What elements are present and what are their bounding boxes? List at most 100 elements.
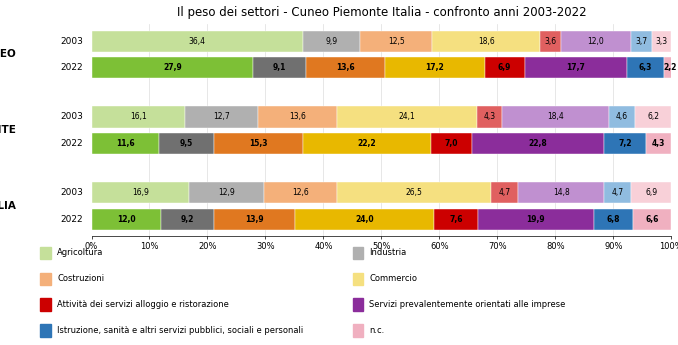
Bar bbox=[431, 133, 472, 154]
Bar bbox=[472, 133, 604, 154]
Bar bbox=[40, 298, 51, 311]
Text: 2003: 2003 bbox=[60, 112, 83, 121]
Bar bbox=[652, 30, 671, 52]
Text: 4,3: 4,3 bbox=[483, 112, 496, 121]
Text: 4,6: 4,6 bbox=[616, 112, 628, 121]
Text: 12,7: 12,7 bbox=[214, 112, 230, 121]
Bar bbox=[353, 324, 363, 337]
Bar bbox=[353, 298, 363, 311]
Text: 6,3: 6,3 bbox=[639, 63, 652, 72]
Text: 2022: 2022 bbox=[60, 215, 83, 224]
Text: 7,2: 7,2 bbox=[618, 139, 632, 148]
Text: Industria: Industria bbox=[370, 248, 407, 257]
Bar bbox=[635, 106, 671, 128]
Text: 24,1: 24,1 bbox=[399, 112, 416, 121]
Bar bbox=[295, 209, 434, 230]
Text: 24,0: 24,0 bbox=[355, 215, 374, 224]
Text: 4,3: 4,3 bbox=[652, 139, 665, 148]
Text: 6,6: 6,6 bbox=[645, 215, 659, 224]
Text: 2022: 2022 bbox=[60, 63, 83, 72]
Text: 9,5: 9,5 bbox=[180, 139, 193, 148]
Bar bbox=[258, 106, 338, 128]
Bar bbox=[161, 209, 214, 230]
Text: 6,8: 6,8 bbox=[607, 215, 620, 224]
Bar bbox=[385, 57, 485, 78]
Text: 22,2: 22,2 bbox=[357, 139, 376, 148]
Text: 15,3: 15,3 bbox=[249, 139, 267, 148]
Bar bbox=[604, 133, 645, 154]
Text: 18,6: 18,6 bbox=[478, 37, 495, 46]
Bar bbox=[353, 247, 363, 259]
Text: CUNEO: CUNEO bbox=[0, 49, 16, 59]
Text: 16,1: 16,1 bbox=[129, 112, 146, 121]
Text: 26,5: 26,5 bbox=[405, 188, 422, 197]
Bar bbox=[561, 30, 631, 52]
Text: 2,2: 2,2 bbox=[663, 63, 677, 72]
Text: 12,0: 12,0 bbox=[587, 37, 604, 46]
Bar bbox=[92, 133, 159, 154]
Bar bbox=[40, 324, 51, 337]
Text: 6,2: 6,2 bbox=[647, 112, 659, 121]
Bar bbox=[159, 133, 214, 154]
Text: 6,9: 6,9 bbox=[498, 63, 511, 72]
Bar bbox=[185, 106, 258, 128]
Text: Istruzione, sanità e altri servizi pubblici, sociali e personali: Istruzione, sanità e altri servizi pubbl… bbox=[57, 326, 303, 335]
Text: 17,2: 17,2 bbox=[425, 63, 444, 72]
Bar bbox=[664, 57, 677, 78]
Bar bbox=[645, 133, 671, 154]
Text: 12,9: 12,9 bbox=[218, 188, 235, 197]
Bar bbox=[609, 106, 635, 128]
Text: 12,0: 12,0 bbox=[117, 215, 136, 224]
Text: 9,1: 9,1 bbox=[273, 63, 286, 72]
Bar bbox=[485, 57, 525, 78]
Bar bbox=[92, 209, 161, 230]
Bar bbox=[593, 209, 633, 230]
Text: 19,9: 19,9 bbox=[527, 215, 545, 224]
Text: Agricoltura: Agricoltura bbox=[57, 248, 104, 257]
Bar bbox=[189, 182, 264, 203]
Bar bbox=[92, 30, 302, 52]
Text: 22,8: 22,8 bbox=[529, 139, 547, 148]
Text: 3,7: 3,7 bbox=[635, 37, 647, 46]
Bar bbox=[477, 106, 502, 128]
Text: 11,6: 11,6 bbox=[116, 139, 134, 148]
Bar bbox=[214, 133, 302, 154]
Text: 7,6: 7,6 bbox=[450, 215, 463, 224]
Text: n.c.: n.c. bbox=[370, 326, 384, 335]
Text: 3,6: 3,6 bbox=[544, 37, 557, 46]
Text: Costruzioni: Costruzioni bbox=[57, 274, 104, 283]
Text: 2003: 2003 bbox=[60, 37, 83, 46]
Bar bbox=[302, 133, 431, 154]
Bar bbox=[306, 57, 385, 78]
Text: 17,7: 17,7 bbox=[566, 63, 585, 72]
Bar bbox=[433, 30, 540, 52]
Text: 36,4: 36,4 bbox=[188, 37, 205, 46]
Text: 12,5: 12,5 bbox=[388, 37, 405, 46]
Bar bbox=[631, 182, 671, 203]
Bar bbox=[353, 273, 363, 285]
Text: 4,7: 4,7 bbox=[498, 188, 511, 197]
Bar bbox=[434, 209, 478, 230]
Text: 2003: 2003 bbox=[60, 188, 83, 197]
Text: 18,4: 18,4 bbox=[547, 112, 563, 121]
Title: Il peso dei settori - Cuneo Piemonte Italia - confronto anni 2003-2022: Il peso dei settori - Cuneo Piemonte Ita… bbox=[176, 6, 586, 19]
Text: 3,3: 3,3 bbox=[656, 37, 668, 46]
Bar bbox=[540, 30, 561, 52]
Bar bbox=[338, 182, 491, 203]
Bar bbox=[502, 106, 609, 128]
Text: 16,9: 16,9 bbox=[132, 188, 149, 197]
Text: Servizi prevalentemente orientati alle imprese: Servizi prevalentemente orientati alle i… bbox=[370, 300, 566, 309]
Bar bbox=[604, 182, 631, 203]
Bar bbox=[40, 247, 51, 259]
Text: 6,9: 6,9 bbox=[645, 188, 657, 197]
Text: 13,6: 13,6 bbox=[290, 112, 306, 121]
Text: 4,7: 4,7 bbox=[612, 188, 624, 197]
Bar bbox=[338, 106, 477, 128]
Bar bbox=[40, 273, 51, 285]
Text: 14,8: 14,8 bbox=[553, 188, 570, 197]
Text: 13,6: 13,6 bbox=[336, 63, 355, 72]
Bar bbox=[633, 209, 671, 230]
Text: Commercio: Commercio bbox=[370, 274, 418, 283]
Text: 27,9: 27,9 bbox=[163, 63, 182, 72]
Bar bbox=[478, 209, 593, 230]
